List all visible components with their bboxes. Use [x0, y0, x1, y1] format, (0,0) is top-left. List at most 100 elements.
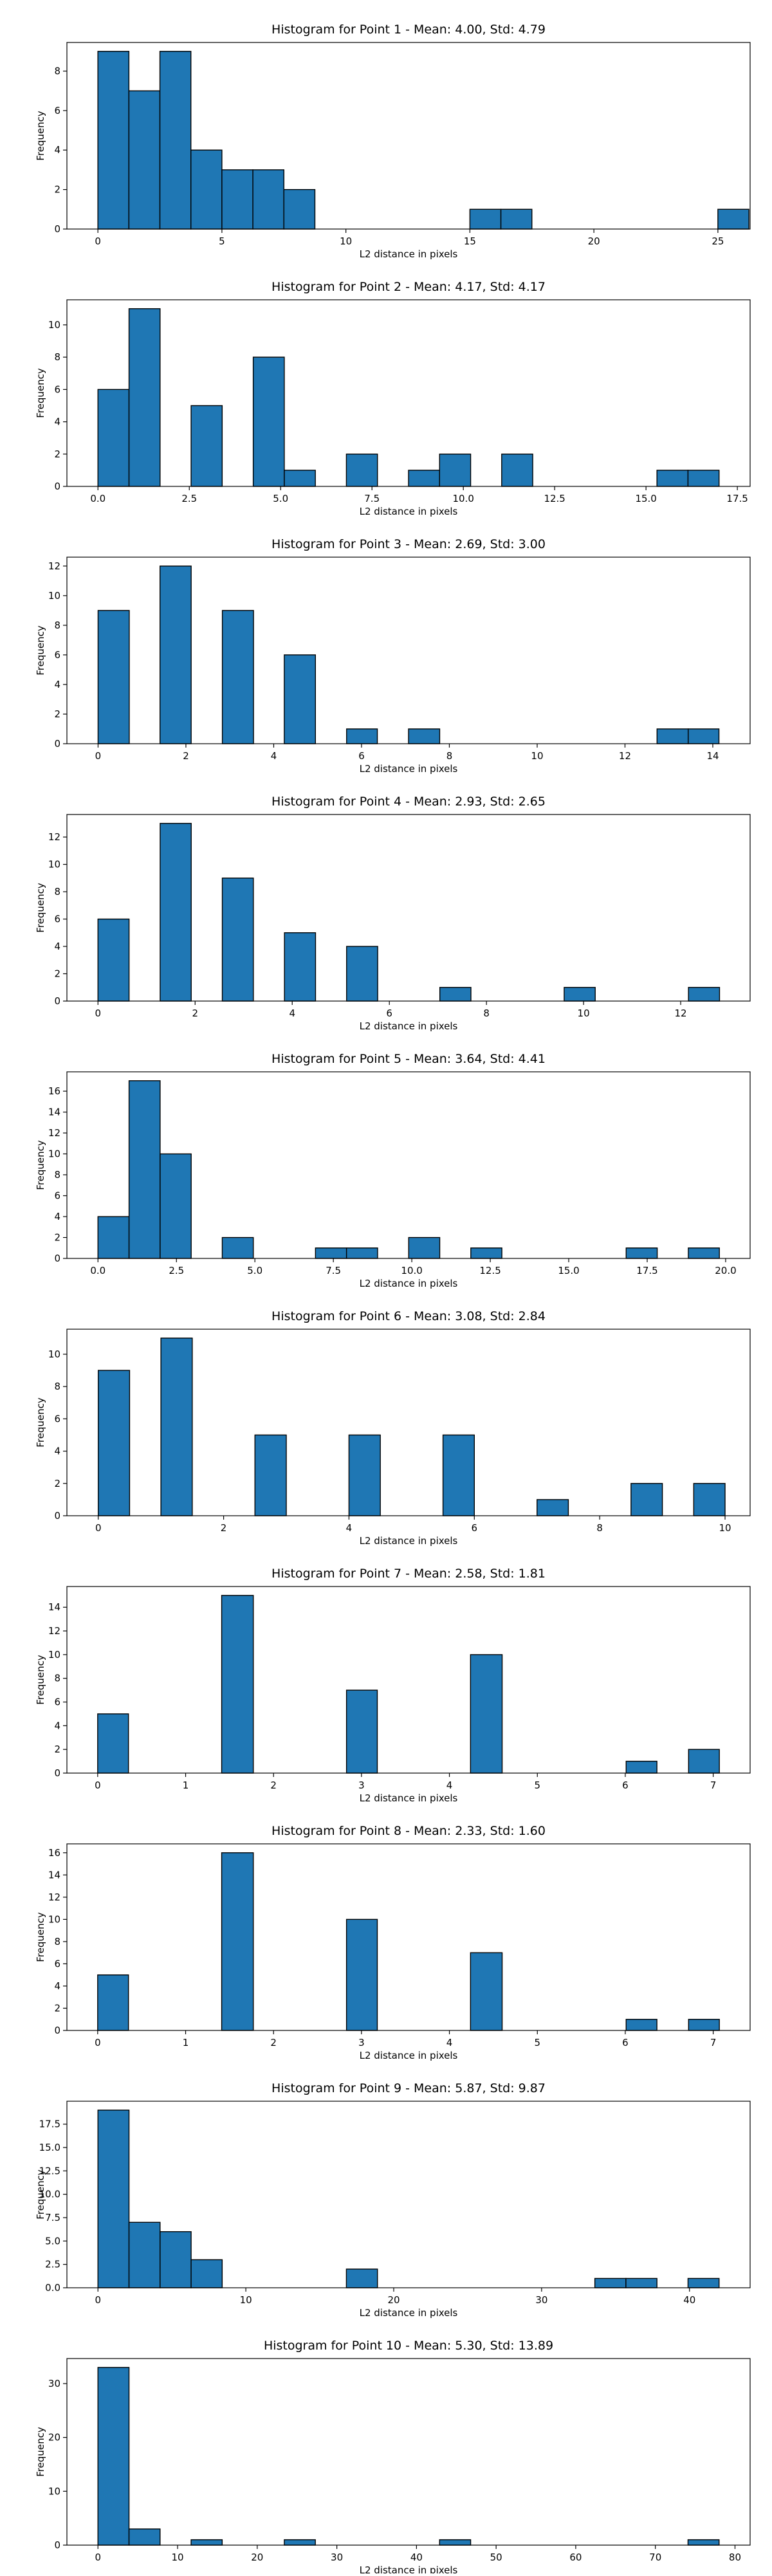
axes-frame [66, 42, 751, 230]
histogram-bar [221, 1595, 254, 1774]
histogram-bar [284, 932, 317, 1002]
y-tick-label: 0 [54, 1253, 60, 1264]
y-tick-label: 14 [48, 1869, 60, 1881]
x-tick-label: 80 [729, 2552, 741, 2563]
y-tick-label: 10 [48, 1913, 60, 1925]
histogram-bar [470, 1654, 503, 1774]
histogram-panel: Histogram for Point 2 - Mean: 4.17, Std:… [35, 280, 751, 517]
x-tick-label: 0.0 [90, 1265, 106, 1276]
histogram-bar [97, 1974, 129, 2031]
x-tick-label: 17.5 [636, 1265, 657, 1276]
histogram-bar [97, 2110, 130, 2288]
x-tick-label: 7 [710, 1780, 717, 1791]
histogram-bar [159, 51, 192, 230]
histogram-panel: Histogram for Point 8 - Mean: 2.33, Std:… [35, 1824, 751, 2061]
x-tick-label: 10 [240, 2294, 252, 2306]
histogram-bar [470, 1952, 503, 2031]
y-tick-label: 0.0 [45, 2282, 60, 2294]
x-axis-label: L2 distance in pixels [360, 1792, 458, 1804]
x-tick-label: 15.0 [558, 1265, 579, 1276]
histogram-bar [97, 1216, 130, 1259]
y-axis-label: Frequency [35, 368, 46, 418]
histogram-bar [348, 1434, 381, 1516]
y-tick-label: 10 [48, 2485, 60, 2497]
y-tick-label: 4 [54, 679, 60, 690]
histogram-bar [345, 454, 378, 487]
x-axis-label: L2 distance in pixels [360, 248, 458, 260]
histogram-bar [345, 1689, 378, 1774]
x-tick-label: 10.0 [401, 1265, 422, 1276]
y-tick-label: 10 [48, 1148, 60, 1160]
x-tick-label: 0 [95, 1522, 102, 1534]
y-tick-label: 2 [54, 968, 60, 980]
x-tick-label: 70 [649, 2552, 661, 2563]
x-tick-label: 10 [340, 235, 352, 247]
x-tick-label: 6 [358, 750, 365, 762]
histogram-panel: Histogram for Point 9 - Mean: 5.87, Std:… [35, 2081, 751, 2319]
y-tick-label: 10 [48, 1649, 60, 1661]
x-tick-label: 3 [358, 1780, 365, 1791]
chart-title: Histogram for Point 10 - Mean: 5.30, Std… [264, 2339, 553, 2353]
x-axis-label: L2 distance in pixels [360, 1278, 458, 1289]
histogram-bar [221, 1237, 254, 1259]
y-tick-label: 6 [54, 1413, 60, 1424]
x-tick-label: 10.0 [452, 493, 473, 504]
y-tick-label: 7.5 [45, 2212, 60, 2223]
histogram-bar [97, 1713, 129, 1774]
x-tick-label: 2 [183, 750, 189, 762]
histogram-bar [97, 610, 130, 744]
x-axis-label: L2 distance in pixels [360, 2564, 458, 2573]
y-tick-label: 8 [54, 1381, 60, 1392]
chart-title: Histogram for Point 2 - Mean: 4.17, Std:… [271, 280, 546, 294]
histogram-bar [221, 878, 254, 1002]
x-tick-label: 20.0 [715, 1265, 736, 1276]
x-tick-label: 15.0 [635, 493, 656, 504]
x-tick-label: 5 [534, 1780, 540, 1791]
y-tick-label: 4 [54, 1980, 60, 1992]
histogram-bar [688, 2019, 720, 2031]
histogram-bar [190, 149, 223, 230]
x-tick-label: 4 [289, 1007, 295, 1019]
histogram-bar [537, 1499, 569, 1516]
x-tick-label: 0 [95, 1780, 101, 1791]
x-tick-label: 30 [535, 2294, 547, 2306]
y-tick-label: 12 [48, 831, 60, 843]
x-tick-label: 8 [596, 1522, 603, 1534]
y-tick-label: 4 [54, 1720, 60, 1731]
x-tick-label: 5.0 [273, 493, 288, 504]
chart-title: Histogram for Point 1 - Mean: 4.00, Std:… [271, 23, 546, 37]
histogram-bar [97, 389, 130, 487]
histogram-bar [625, 2019, 657, 2031]
axes-frame [66, 1329, 751, 1516]
histogram-bar [439, 454, 472, 487]
x-tick-label: 5.0 [247, 1265, 262, 1276]
histogram-bar [190, 2539, 223, 2546]
histogram-bar [470, 1247, 502, 1259]
y-tick-label: 4 [54, 144, 60, 156]
y-tick-label: 20 [48, 2432, 60, 2443]
y-tick-label: 0 [54, 481, 60, 492]
y-tick-label: 4 [54, 1446, 60, 1457]
histogram-bar [625, 1247, 658, 1259]
histogram-bar [346, 946, 378, 1002]
y-tick-label: 0 [54, 223, 60, 235]
y-tick-label: 2.5 [45, 2259, 60, 2270]
histogram-bar [688, 987, 721, 1002]
y-axis-label: Frequency [35, 1397, 46, 1448]
x-tick-label: 14 [706, 750, 719, 762]
histogram-bar [252, 169, 284, 230]
histogram-bar [345, 1918, 378, 2031]
x-tick-label: 7.5 [326, 1265, 341, 1276]
y-axis-label: Frequency [35, 111, 46, 161]
histogram-bar [190, 2259, 223, 2288]
x-tick-label: 10 [719, 1522, 731, 1534]
y-tick-label: 10 [48, 319, 60, 331]
y-tick-label: 6 [54, 649, 60, 661]
x-tick-label: 0 [95, 750, 102, 762]
chart-title: Histogram for Point 8 - Mean: 2.33, Std:… [271, 1824, 546, 1838]
y-tick-label: 2 [54, 1232, 60, 1244]
x-tick-label: 20 [251, 2552, 263, 2563]
x-tick-label: 7.5 [364, 493, 380, 504]
x-tick-label: 8 [483, 1007, 490, 1019]
y-tick-label: 4 [54, 941, 60, 952]
